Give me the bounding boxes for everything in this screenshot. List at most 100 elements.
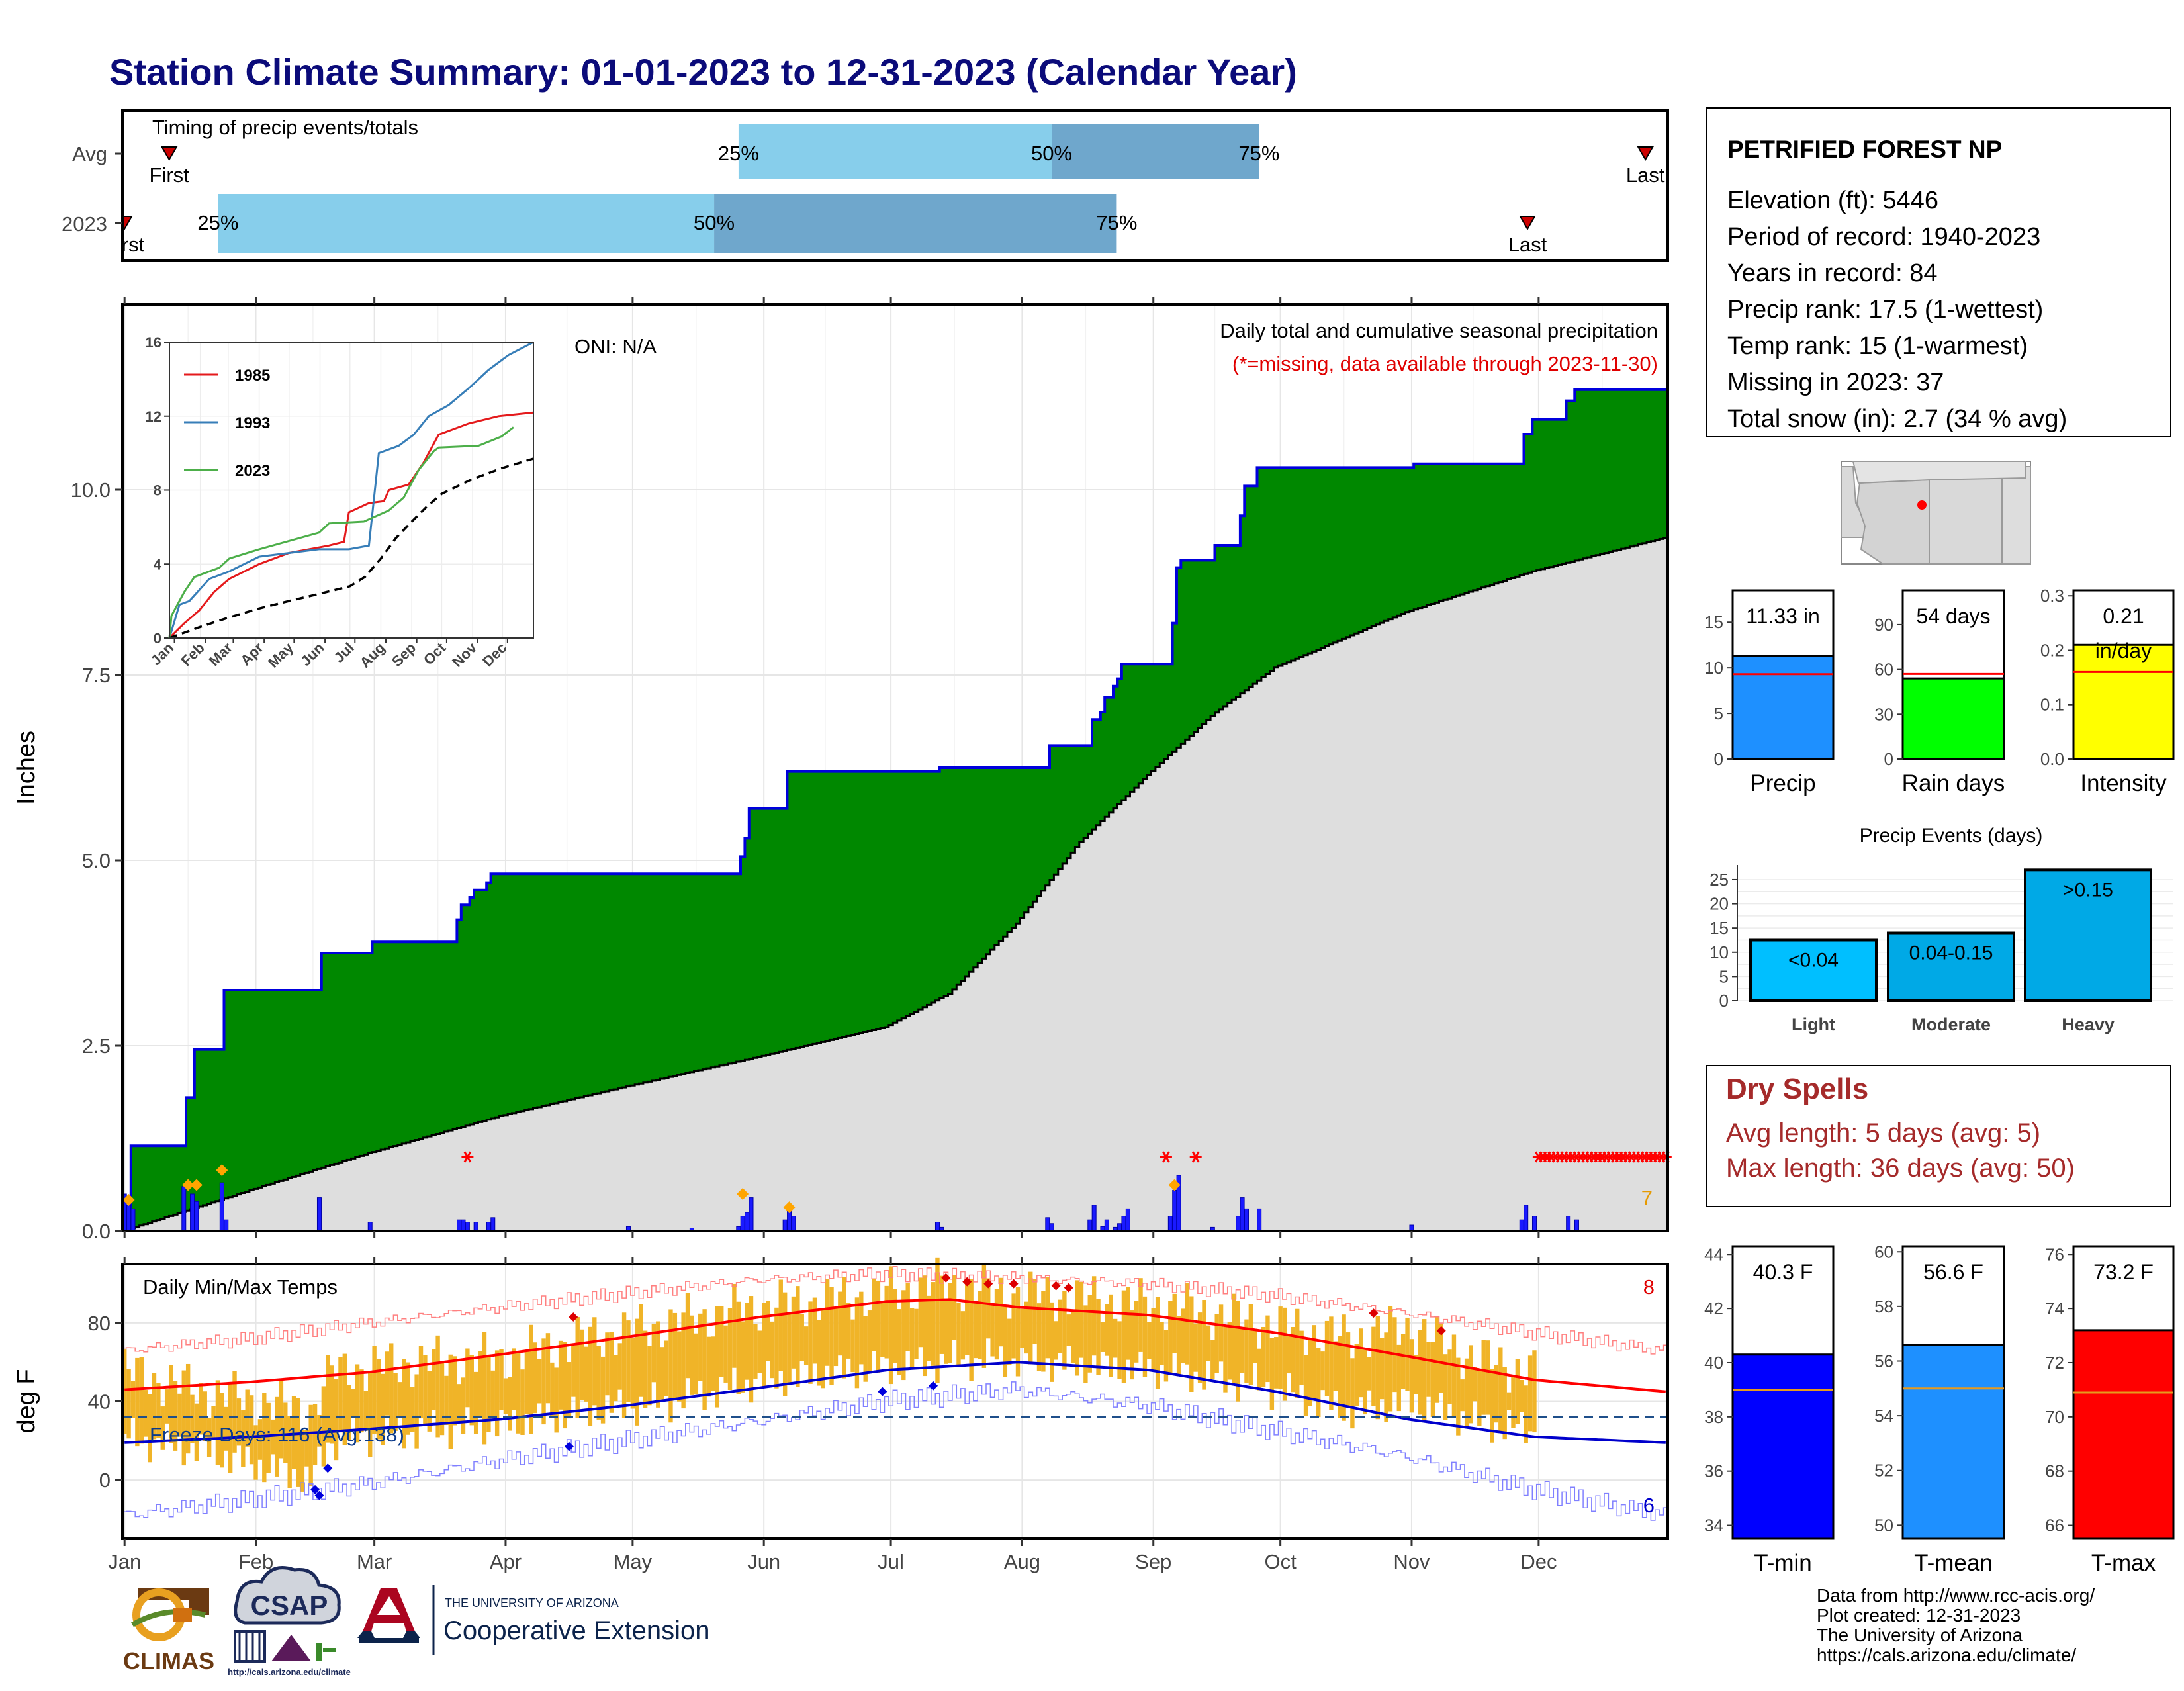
temp-range-bar	[1333, 1341, 1338, 1391]
timing-last-marker-2023	[1519, 216, 1536, 230]
temp-range-bar	[355, 1364, 360, 1443]
station-line-period: Period of record: 1940-2023	[1727, 223, 2040, 251]
temp-range-bar	[1193, 1323, 1198, 1372]
cum-subtitle: (*=missing, data available through 2023-…	[1232, 352, 1658, 375]
temp-range-bar	[541, 1338, 546, 1425]
temp-range-bar	[715, 1306, 720, 1408]
daily-precip-bar-5	[194, 1201, 199, 1232]
temp-range-bar	[884, 1285, 889, 1359]
temp-range-bar	[1312, 1325, 1317, 1398]
summary-panel-intensity: 0.0 0.1 0.2 0.3 0.21 in/day Intensity	[2040, 586, 2175, 796]
temp-range-bar	[126, 1369, 131, 1439]
csap-logo: CSAP http://cals.arizona.edu/climate	[228, 1566, 351, 1677]
events-ytick-label-2: 10	[1709, 942, 1729, 962]
summary-value-label: 73.2 F	[2093, 1260, 2154, 1284]
temp-range-bar	[1045, 1276, 1050, 1359]
temp-range-bar	[1490, 1368, 1494, 1443]
temp-range-bar	[249, 1395, 254, 1465]
temp-range-bar	[656, 1321, 660, 1408]
temp-range-bar	[1485, 1340, 1490, 1415]
month-label-9: Oct	[1265, 1550, 1297, 1573]
temp-range-bar	[719, 1306, 724, 1377]
temp-range-bar	[905, 1283, 910, 1351]
credit-line-university: The University of Arizona	[1817, 1625, 2023, 1645]
temp-range-bar	[148, 1394, 152, 1463]
temp-range-bar	[1464, 1358, 1469, 1428]
daily-precip-bar-48	[1531, 1216, 1537, 1232]
temp-range-bar	[1342, 1314, 1346, 1421]
snow-marker-6	[1168, 1179, 1181, 1191]
temp-range-bar	[296, 1398, 300, 1487]
temp-range-bar	[711, 1336, 715, 1391]
summary-panel-name: Intensity	[2080, 770, 2167, 796]
daily-precip-bar-13	[473, 1222, 478, 1232]
location-map	[1841, 461, 2031, 565]
events-ytick-label-1: 5	[1719, 966, 1729, 986]
temp-range-bar	[1384, 1332, 1388, 1422]
summary-ytick-label-0: 50	[1874, 1515, 1893, 1535]
freeze-days-label: Freeze Days: 116 (Avg:138)	[150, 1423, 404, 1446]
temp-range-bar	[270, 1419, 275, 1455]
temp-range-bar	[1269, 1338, 1275, 1410]
temp-range-bar	[685, 1293, 690, 1379]
temp-range-bar	[1532, 1350, 1537, 1433]
temp-range-bar	[643, 1330, 648, 1408]
summary-value-label: 56.6 F	[1923, 1260, 1983, 1284]
temp-range-bar	[799, 1314, 804, 1362]
temp-range-bar	[563, 1342, 567, 1429]
temp-range-bar	[1274, 1337, 1279, 1389]
temp-range-bar	[1075, 1280, 1079, 1376]
temp-range-bar	[1371, 1326, 1376, 1406]
temp-range-bar	[533, 1342, 537, 1414]
events-title: Precip Events (days)	[1860, 825, 2043, 846]
timing-last-label-Avg: Last	[1626, 163, 1665, 187]
temp-title: Daily Min/Max Temps	[143, 1275, 338, 1299]
summary-value-bar	[1731, 655, 1835, 760]
cum-avg-area	[122, 537, 1668, 1231]
temp-range-bar	[359, 1369, 364, 1433]
temp-range-bar	[1253, 1328, 1257, 1363]
summary-ytick-label-2: 10	[1704, 658, 1723, 678]
ua-extension: Cooperative Extension	[443, 1616, 709, 1645]
temp-range-bar	[1282, 1307, 1287, 1401]
temp-range-bar	[1176, 1316, 1181, 1377]
daily-precip-bar-14	[486, 1222, 491, 1232]
temp-range-bar	[960, 1311, 966, 1360]
temp-range-bar	[312, 1404, 318, 1465]
snow-marker-3	[216, 1164, 228, 1177]
inset-ytick-label-3: 12	[146, 408, 161, 425]
daily-precip-bar-10	[457, 1219, 462, 1232]
temp-range-bar	[672, 1312, 678, 1399]
events-ytick-label-5: 25	[1709, 870, 1729, 890]
temp-range-bar	[1185, 1283, 1190, 1365]
station-line-elevation: Elevation (ft): 5446	[1727, 187, 1938, 214]
temp-range-bar	[931, 1282, 936, 1366]
timing-last-label-2023: Last	[1508, 233, 1547, 256]
temp-range-bar	[588, 1326, 593, 1426]
temp-range-bar	[1379, 1338, 1385, 1400]
temp-range-bar	[969, 1279, 974, 1381]
temp-range-bar	[609, 1332, 614, 1413]
summary-value-bar	[1731, 1353, 1835, 1540]
credit-line-created: Plot created: 12-31-2023	[1817, 1605, 2021, 1625]
csap-url: http://cals.arizona.edu/climate	[228, 1667, 351, 1677]
daily-precip-bar-30	[1091, 1205, 1097, 1232]
temp-range-bar	[478, 1351, 482, 1418]
record-low-marker-4	[878, 1387, 887, 1396]
temp-range-bar	[1447, 1349, 1452, 1404]
temp-range-bar	[190, 1394, 195, 1443]
temp-range-bar	[948, 1283, 952, 1363]
record-high-marker-5	[1051, 1281, 1061, 1291]
temp-range-bar	[859, 1291, 864, 1365]
temp-range-bar	[1350, 1358, 1355, 1429]
daily-precip-bar-1	[126, 1205, 132, 1232]
temp-range-bar	[406, 1362, 411, 1435]
csap-logo-text: CSAP	[251, 1590, 328, 1621]
temp-range-bar	[1096, 1299, 1101, 1375]
inset-series-line-1993	[168, 341, 534, 639]
events-bar-heavy	[2024, 868, 2152, 1002]
events-bar-label-heavy: >0.15	[2063, 879, 2113, 901]
temp-range-bar	[279, 1379, 284, 1459]
cum-ytick-label-1: 2.5	[82, 1034, 111, 1058]
temp-range-bar	[939, 1275, 944, 1354]
